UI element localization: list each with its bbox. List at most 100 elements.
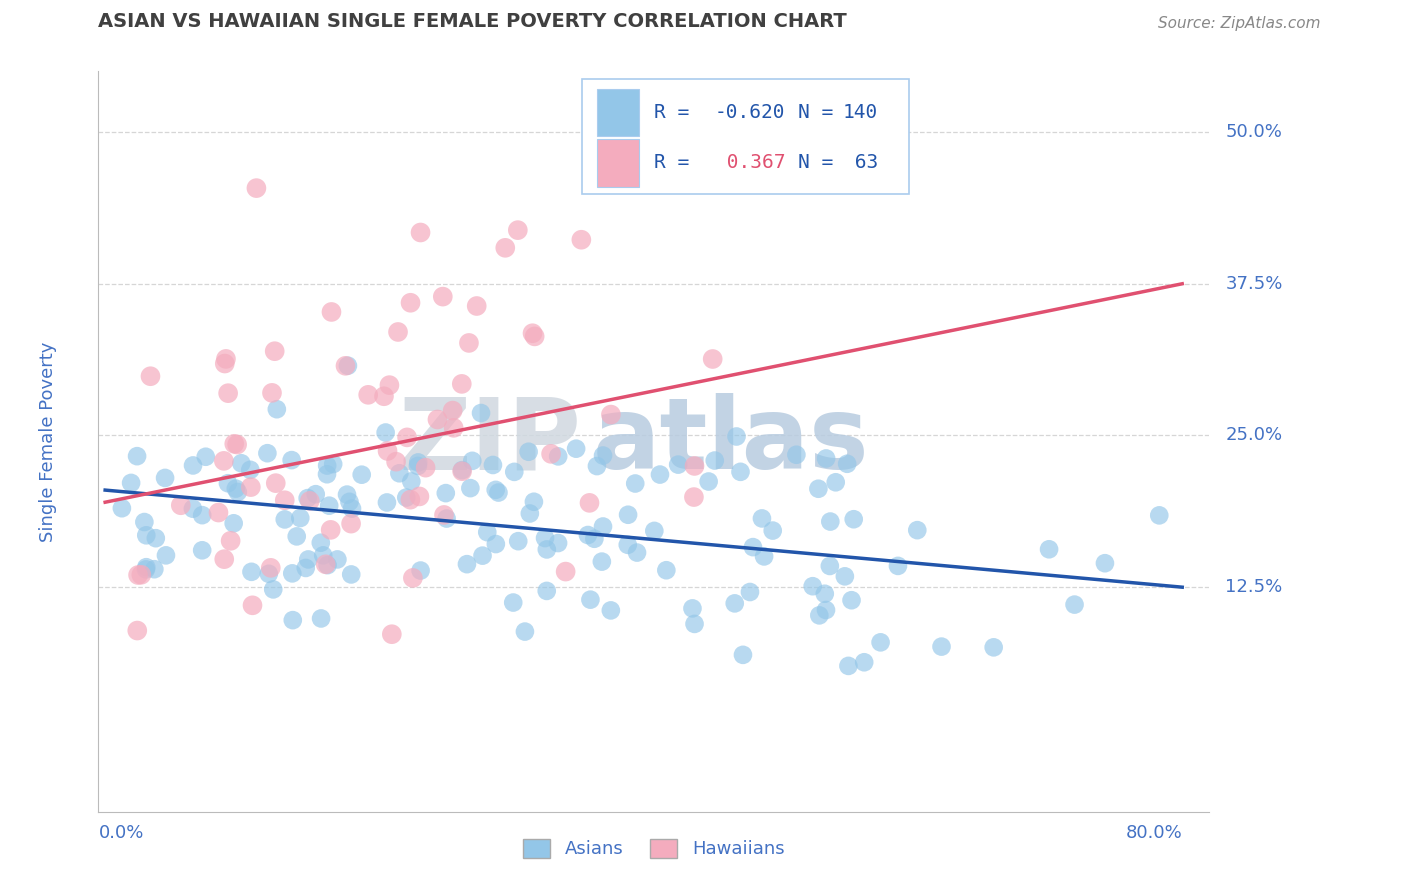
Point [730,465,752,479]
Point [375,495,398,509]
Point [617,508,640,522]
Text: atlas: atlas [593,393,869,490]
Point [540,447,562,461]
Point [260,385,283,400]
Point [194,450,217,464]
Point [127,568,149,582]
Point [683,616,706,631]
Point [336,359,359,373]
Point [824,475,846,490]
Point [357,388,380,402]
Point [340,501,363,516]
Point [387,325,409,339]
Point [266,402,288,417]
Point [339,495,361,509]
Point [135,560,157,574]
Point [155,549,177,563]
Point [458,335,481,350]
Point [263,344,285,359]
Point [212,552,235,566]
Point [207,506,229,520]
Point [378,378,401,392]
Point [460,481,482,495]
Point [837,659,859,673]
Point [297,552,319,566]
Point [807,482,830,496]
Text: 25.0%: 25.0% [1225,426,1282,444]
Point [592,519,614,533]
Point [326,552,349,566]
FancyBboxPatch shape [598,139,640,186]
Point [373,389,395,403]
Point [409,226,432,240]
Point [814,603,837,617]
Point [415,460,437,475]
Point [905,523,928,537]
Point [841,593,863,607]
Point [274,512,297,526]
Point [451,464,474,478]
Point [785,448,807,462]
Point [280,453,302,467]
Point [409,564,432,578]
Point [508,534,530,549]
Point [536,542,558,557]
Point [731,648,754,662]
Text: 50.0%: 50.0% [1225,123,1282,141]
Point [485,483,508,497]
Point [470,406,492,420]
Point [321,305,343,319]
Point [450,376,472,391]
Point [837,457,859,471]
Point [853,655,876,669]
Point [260,561,283,575]
Point [217,386,239,401]
Point [153,471,176,485]
Point [285,529,308,543]
Point [426,412,449,426]
Point [738,585,761,599]
Text: Single Female Poverty: Single Female Poverty [39,342,58,541]
Point [522,326,544,341]
Point [702,351,724,366]
Point [309,611,332,625]
Point [576,528,599,542]
Point [513,624,536,639]
Point [395,491,418,505]
Point [143,562,166,576]
Text: N =: N = [799,103,845,122]
Point [931,640,953,654]
Point [648,467,671,482]
Point [1094,556,1116,570]
Point [226,485,249,500]
Point [215,351,238,366]
Point [127,624,149,638]
Point [751,511,773,525]
Point [336,487,359,501]
Point [461,454,484,468]
Point [399,492,422,507]
Point [274,493,297,508]
Text: 0.0%: 0.0% [98,824,143,842]
Point [485,537,508,551]
Text: ASIAN VS HAWAIIAN SINGLE FEMALE POVERTY CORRELATION CHART: ASIAN VS HAWAIIAN SINGLE FEMALE POVERTY … [98,12,848,30]
Point [1063,598,1085,612]
Point [591,555,613,569]
Point [432,290,454,304]
Point [191,508,214,523]
Point [887,558,910,573]
Point [534,531,557,545]
Point [616,538,638,552]
Point [752,549,775,564]
Point [503,465,526,479]
FancyBboxPatch shape [598,89,640,136]
Point [643,524,665,538]
Point [315,558,337,572]
Point [245,181,267,195]
Point [536,583,558,598]
Point [600,408,623,422]
Point [456,557,478,571]
Point [316,467,339,482]
Point [519,507,541,521]
Point [682,601,704,615]
